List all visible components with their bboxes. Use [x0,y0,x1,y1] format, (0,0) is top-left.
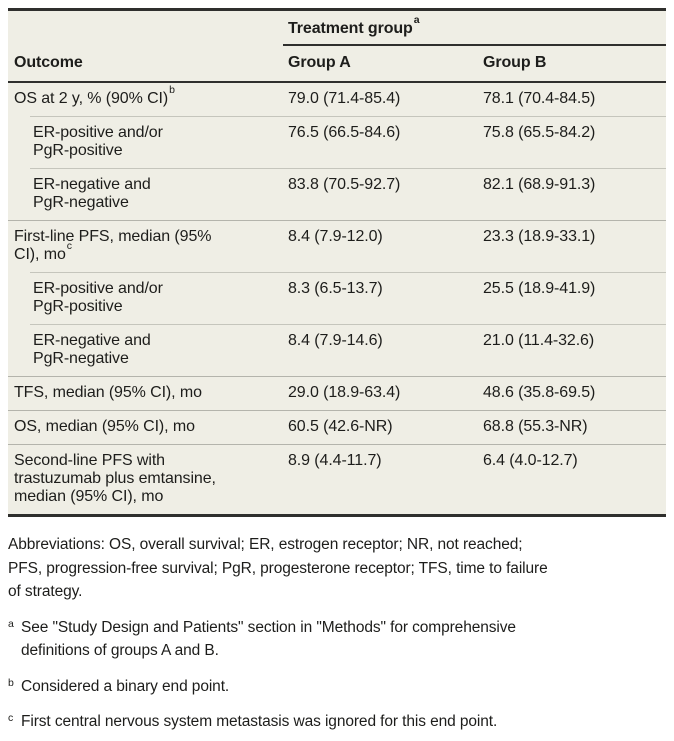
outcome-label: TFS, median (95% CI), mo [14,384,273,402]
abbreviations-note: Abbreviations: OS, overall survival; ER,… [8,533,668,604]
table-row: ER-negative and PgR-negative 83.8 (70.5-9… [8,168,666,220]
group-b-value: 48.6 (35.8-69.5) [478,376,666,410]
abbreviations-line: PFS, progression-free survival; PgR, pro… [8,559,548,577]
outcome-text-line: trastuzumab plus emtansine, [14,470,216,487]
table-row: TFS, median (95% CI), mo 29.0 (18.9-63.4… [8,376,666,410]
table-body: OS at 2 y, % (90% CI)b 79.0 (71.4-85.4) … [8,83,666,514]
outcome-header-label: Outcome [14,54,83,71]
group-a-value: 8.3 (6.5-13.7) [283,272,478,324]
outcome-text-line: median (95% CI), mo [14,488,164,505]
outcome-text-line: First-line PFS, median (95% [14,228,212,245]
group-b-value: 75.8 (65.5-84.2) [478,116,666,168]
outcome-text-line: ER-positive and/or [33,280,163,297]
group-a-value: 8.9 (4.4-11.7) [283,444,478,514]
outcome-label: First-line PFS, median (95% CI), moc [14,228,273,264]
outcome-text-line: OS at 2 y, % (90% CI)b [14,83,175,107]
outcome-text-line: PgR-positive [33,298,123,315]
table-header: Outcome Treatment groupa Group A Group B [8,11,666,83]
footnote-marker-b: b [169,83,175,96]
group-b-value: 78.1 (70.4-84.5) [483,90,596,107]
footnote-c: c First central nervous system metastasis… [8,710,668,734]
treatment-group-header: Treatment groupa [283,11,666,46]
group-b-value: 68.8 (55.3-NR) [478,410,666,444]
outcome-text-line: Second-line PFS with [14,452,165,469]
footnote-text-line: Considered a binary end point. [21,677,230,695]
abbreviations-line: of strategy. [8,583,83,600]
outcome-cell: ER-positive and/or PgR-positive [8,116,283,168]
group-a-value: 8.4 (7.9-14.6) [283,324,478,376]
group-a-value: 79.0 (71.4-85.4) [288,90,401,107]
group-a-value: 76.5 (66.5-84.6) [283,116,478,168]
outcome-label: Second-line PFS with trastuzumab plus emt… [14,452,273,506]
outcome-cell: OS, median (95% CI), mo [8,410,283,444]
outcome-label: ER-negative and PgR-negative [33,176,273,212]
outcome-label: ER-positive and/or PgR-positive [33,280,273,316]
outcome-cell: First-line PFS, median (95% CI), moc [8,220,283,272]
outcome-cell: Second-line PFS with trastuzumab plus emt… [8,444,283,514]
group-b-value: 25.5 (18.9-41.9) [478,272,666,324]
footnote-a: a See "Study Design and Patients" section… [8,616,668,663]
group-a-value: 60.5 (42.6-NR) [283,410,478,444]
footnote-letter-a: a [8,617,14,630]
outcome-text-line: PgR-negative [33,194,129,211]
outcome-text-line: CI), moc [14,239,72,263]
table-row: Second-line PFS with trastuzumab plus emt… [8,444,666,514]
outcome-text-line: PgR-negative [33,350,129,367]
group-b-value: 6.4 (4.0-12.7) [478,444,666,514]
outcome-label: OS, median (95% CI), mo [14,418,273,436]
table-row: OS, median (95% CI), mo 60.5 (42.6-NR) 6… [8,410,666,444]
abbreviations-line: Abbreviations: OS, overall survival; ER,… [8,536,523,553]
group-a-value: 29.0 (18.9-63.4) [283,376,478,410]
outcome-column-header: Outcome [8,11,283,83]
footnote-b: b Considered a binary end point. [8,675,668,699]
outcome-label: ER-negative and PgR-negative [33,332,273,368]
outcome-text-line: ER-negative and [33,332,151,349]
group-b-value: 82.1 (68.9-91.3) [478,168,666,220]
outcome-text-line: ER-positive and/or [33,124,163,141]
footnote-letter-c: c [8,712,14,724]
group-a-column-header: Group A [283,46,478,83]
group-b-value: 21.0 (11.4-32.6) [478,324,666,376]
outcome-cell: OS at 2 y, % (90% CI)b [8,83,283,116]
footnote-text-line: definitions of groups A and B. [21,642,219,659]
outcome-label: ER-positive and/or PgR-positive [33,124,273,160]
group-b-column-header: Group B [478,46,666,83]
footnote-marker-c: c [66,239,72,252]
footnote-text-line: First central nervous system metastasis … [21,713,498,730]
table-row: ER-positive and/or PgR-positive 8.3 (6.5-… [8,272,666,324]
outcome-text-line: OS, median (95% CI), mo [14,418,195,435]
outcome-label: OS at 2 y, % (90% CI)b [14,83,273,108]
lettered-footnotes: a See "Study Design and Patients" section… [8,616,668,734]
outcome-cell: ER-negative and PgR-negative [8,324,283,376]
footnote-text-line: See "Study Design and Patients" section … [21,618,516,636]
footnote-letter-b: b [8,676,14,689]
table-row: First-line PFS, median (95% CI), moc 8.4 … [8,220,666,272]
footnote-marker-a: a [413,13,420,26]
outcome-text-line: TFS, median (95% CI), mo [14,384,202,401]
outcome-cell: ER-positive and/or PgR-positive [8,272,283,324]
outcome-cell: ER-negative and PgR-negative [8,168,283,220]
group-b-value: 23.3 (18.9-33.1) [478,220,666,272]
table-row: ER-positive and/or PgR-positive 76.5 (66.… [8,116,666,168]
outcome-text-line: ER-negative and [33,176,151,193]
outcome-text-line: PgR-positive [33,142,123,159]
outcome-cell: TFS, median (95% CI), mo [8,376,283,410]
treatment-group-label: Treatment group [288,20,413,37]
table-row: OS at 2 y, % (90% CI)b 79.0 (71.4-85.4) … [8,83,666,116]
group-a-value: 8.4 (7.9-12.0) [283,220,478,272]
group-a-value: 83.8 (70.5-92.7) [283,168,478,220]
footnotes-section: Abbreviations: OS, overall survival; ER,… [8,533,668,734]
outcomes-table: Outcome Treatment groupa Group A Group B… [8,8,666,517]
table-row: ER-negative and PgR-negative 8.4 (7.9-14.… [8,324,666,376]
